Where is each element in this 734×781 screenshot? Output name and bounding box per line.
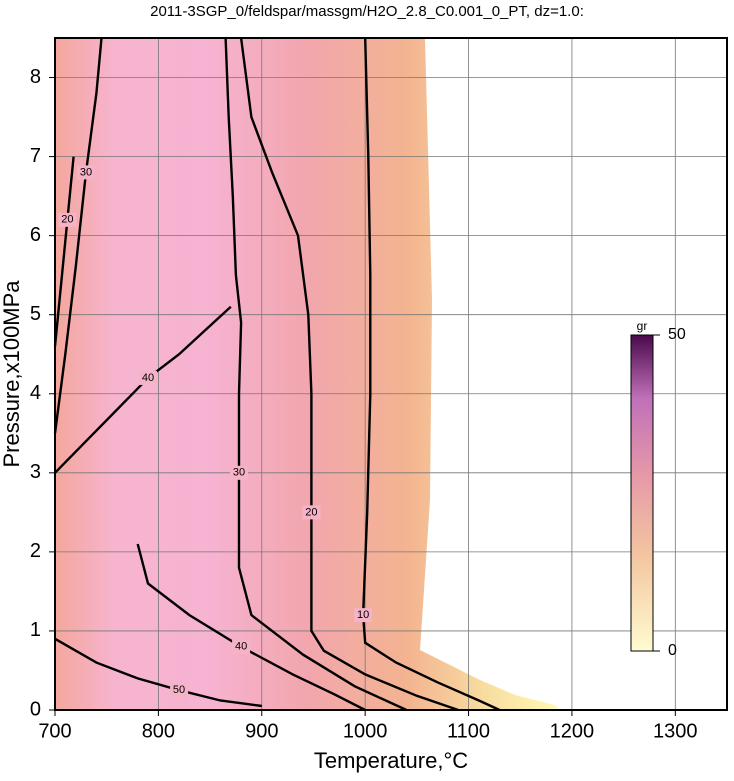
contour-label: 40 bbox=[235, 641, 247, 653]
x-tick-label: 1000 bbox=[343, 720, 388, 742]
grid bbox=[54, 38, 727, 711]
x-tick-label: 1100 bbox=[447, 720, 490, 742]
contour-label: 20 bbox=[305, 506, 317, 518]
contour-label-bg bbox=[302, 505, 321, 520]
contour-label: 20 bbox=[61, 214, 73, 226]
x-tick-label: 800 bbox=[142, 720, 175, 742]
contour-line bbox=[53, 37, 103, 434]
contour-line bbox=[239, 37, 459, 712]
y-tick-label: 3 bbox=[30, 461, 41, 483]
frame bbox=[54, 37, 728, 711]
contour-label: 40 bbox=[142, 372, 154, 384]
contour-line bbox=[53, 156, 75, 347]
y-tick-label: 2 bbox=[30, 540, 41, 562]
contour-label-bg bbox=[139, 370, 158, 385]
contour-label: 10 bbox=[357, 609, 369, 621]
contour-label-bg bbox=[77, 165, 96, 180]
contour-line bbox=[224, 37, 408, 712]
colorbar-label: gr bbox=[637, 319, 648, 333]
x-tick-label: 900 bbox=[245, 720, 278, 742]
contour-label-bg bbox=[354, 608, 373, 623]
y-tick-label: 7 bbox=[30, 145, 41, 167]
contour-label-bg bbox=[230, 465, 249, 480]
colorbar-tick-label: 0 bbox=[668, 642, 677, 659]
colorbar bbox=[630, 334, 654, 652]
contour-label: 30 bbox=[80, 166, 92, 178]
contour-label-bg bbox=[58, 212, 77, 227]
filled-region bbox=[55, 38, 560, 710]
x-tick-label: 1200 bbox=[550, 720, 595, 742]
contour-label-bg bbox=[170, 683, 189, 698]
contours: 10 20 30 40 40 50 30 20 bbox=[53, 37, 501, 712]
y-axis-label: Pressure,x100MPa bbox=[0, 280, 24, 468]
x-tick-label: 700 bbox=[38, 720, 71, 742]
y-tick-label: 6 bbox=[30, 224, 41, 246]
y-tick-label: 1 bbox=[30, 619, 41, 641]
x-tick-label: 1300 bbox=[653, 720, 698, 742]
contour-label-bg bbox=[232, 639, 251, 654]
chart-title: 2011-3SGP_0/feldspar/massgm/H2O_2.8_C0.0… bbox=[150, 3, 584, 20]
y-tick-label: 5 bbox=[30, 303, 41, 325]
contour-label: 50 bbox=[173, 684, 185, 696]
y-tick-label: 4 bbox=[30, 382, 41, 404]
colorbar-tick-label: 50 bbox=[668, 326, 686, 343]
y-tick-label: 8 bbox=[30, 66, 41, 88]
contour-label: 30 bbox=[233, 467, 245, 479]
contour-line bbox=[54, 637, 262, 708]
y-tick-label: 0 bbox=[30, 698, 41, 720]
x-axis-label: Temperature,°C bbox=[314, 748, 468, 773]
